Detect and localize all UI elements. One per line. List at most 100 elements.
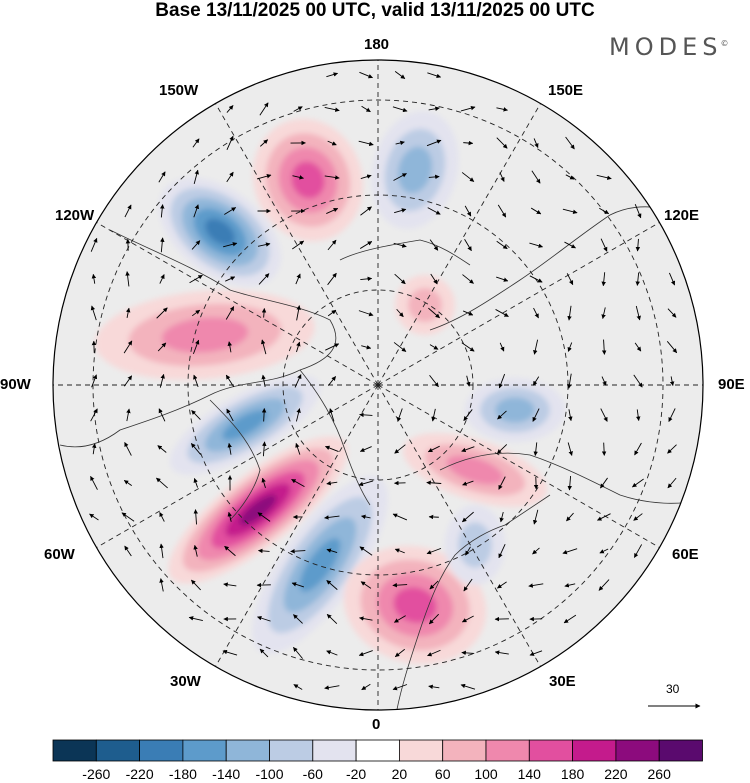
wind-vector [225,374,235,388]
wind-vector [158,408,166,422]
colorbar-box [658,739,703,762]
wind-vector [567,305,572,321]
wind-vector [464,205,472,217]
colorbar-tick-label: 220 [604,766,628,782]
wind-vector [496,107,508,112]
logo-text: MODES [609,33,723,61]
wind-vector [562,548,578,555]
wind-vector [123,479,132,487]
wind-vector [293,614,303,624]
contour-level [408,288,442,322]
wind-vector [324,107,340,112]
wind-vector [296,305,301,321]
wind-vector [361,345,372,350]
wind-vector [632,478,644,488]
wind-vector [90,305,97,321]
modes-logo: MODES© [609,33,730,61]
wind-vector [358,310,374,317]
wind-vector [427,445,440,453]
wind-vector [159,543,164,559]
wind-vector [261,308,267,318]
wind-vector [528,583,544,588]
wind-vector [460,683,476,690]
lon-label-30e: 30E [549,673,576,690]
contour-level [222,409,268,441]
wind-vector [533,339,539,355]
wind-vector [596,174,612,180]
wind-vector [260,139,269,147]
lon-label-60w: 60W [44,546,75,563]
wind-vector [568,409,573,422]
anomaly-siberia-low [465,378,565,442]
contour-level [239,494,277,526]
wind-vector [189,274,203,284]
wind-vector [256,173,272,180]
wind-vector [499,511,504,523]
wind-vector [293,106,303,112]
wind-vector [566,273,574,286]
wind-vector [188,616,203,622]
lon-label-120w: 120W [55,207,95,224]
wind-vector [566,512,574,522]
wind-vector [530,207,542,215]
wind-vector [290,548,306,554]
anomaly-ne-pacific-low [159,177,281,287]
wind-vector [324,515,340,520]
lon-label-60e: 60E [672,546,699,563]
coastline [394,494,551,710]
anomaly-europe-high [343,545,487,665]
wind-vector [668,408,676,423]
wind-vector [597,513,611,521]
wind-vector [428,514,439,520]
contour-level [291,161,325,199]
coastline [339,239,471,266]
meridian-line [377,103,541,386]
wind-vector [394,70,406,80]
wind-vector [533,307,539,319]
wind-vector [124,204,132,218]
colorbar-box [528,739,573,762]
wind-vector [393,242,407,248]
wind-vector [499,172,505,182]
colorbar-tick-label: 60 [435,766,451,782]
wind-vector [634,203,642,219]
wind-vector [326,72,339,78]
map-border [52,59,704,711]
wind-vector [498,476,506,490]
wind-vector [261,477,266,488]
wind-vector [601,307,606,320]
wind-vector [496,444,508,454]
wind-vector [428,174,440,180]
wind-vector [293,647,303,659]
contour-level [205,218,235,246]
wind-vector [223,242,238,248]
colorbar-tick-label: -20 [346,766,366,782]
reference-vector-label: 30 [666,682,680,696]
meridian-line [215,384,379,667]
wind-vector [226,135,234,150]
wind-vector [159,512,165,522]
lon-label-150e: 150E [548,82,584,99]
wind-vector [325,343,340,351]
wind-vector [599,548,609,554]
wind-vector [462,310,474,316]
wind-vector [431,408,436,422]
wind-vector [498,544,506,559]
wind-vector [461,446,475,453]
colorbar-tick-label: 180 [561,766,585,782]
wind-vector [463,578,473,592]
lon-label-30w: 30W [170,673,201,690]
wind-vector [295,442,301,455]
colorbar-box [182,739,227,762]
wind-vector [126,408,131,422]
wind-vector [393,173,407,181]
wind-vector [394,444,406,454]
wind-vector [497,204,507,218]
wind-vector [393,342,407,352]
wind-vector [394,548,405,554]
wind-vector [426,480,442,486]
wind-vector [392,684,408,691]
wind-vector [667,477,677,489]
colorbar-box [139,739,184,762]
wind-vector [564,241,576,249]
